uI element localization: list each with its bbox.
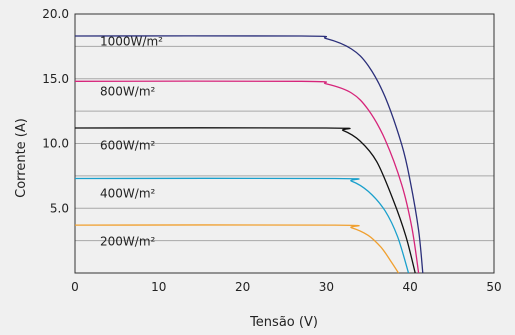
x-tick-label: 40 xyxy=(403,280,418,294)
series-line-3 xyxy=(74,177,410,274)
series-line-2 xyxy=(74,127,416,274)
x-tick-label: 20 xyxy=(235,280,250,294)
irradiance-label: 600W/m² xyxy=(100,139,156,153)
x-tick-label: 0 xyxy=(71,280,79,294)
series-line-1 xyxy=(74,80,420,274)
irradiance-label: 200W/m² xyxy=(100,235,156,249)
y-tick-label: 10.0 xyxy=(42,137,69,151)
irradiance-labels: 1000W/m² 800W/m² 600W/m² 400W/m² 200W/m² xyxy=(100,35,163,249)
series-layer xyxy=(74,35,424,274)
x-tick-label: 50 xyxy=(486,280,501,294)
y-tick-label: 15.0 xyxy=(42,72,69,86)
y-tick-label: 5.0 xyxy=(50,201,69,215)
irradiance-label: 400W/m² xyxy=(100,187,156,201)
plot-frame xyxy=(74,13,495,274)
grid-lines xyxy=(75,45,494,242)
series-line-4 xyxy=(74,224,400,274)
x-tick-labels: 0 10 20 30 40 50 xyxy=(71,280,501,294)
y-tick-label: 20.0 xyxy=(42,7,69,21)
x-tick-label: 30 xyxy=(319,280,334,294)
series-line-0 xyxy=(74,35,424,274)
irradiance-label: 1000W/m² xyxy=(100,35,163,49)
y-axis-title: Corrente (A) xyxy=(14,118,29,198)
y-tick-labels: 5.0 10.0 15.0 20.0 xyxy=(42,7,69,215)
irradiance-label: 800W/m² xyxy=(100,85,156,99)
x-axis-title: Tensão (V) xyxy=(249,315,318,330)
x-tick-label: 10 xyxy=(151,280,166,294)
